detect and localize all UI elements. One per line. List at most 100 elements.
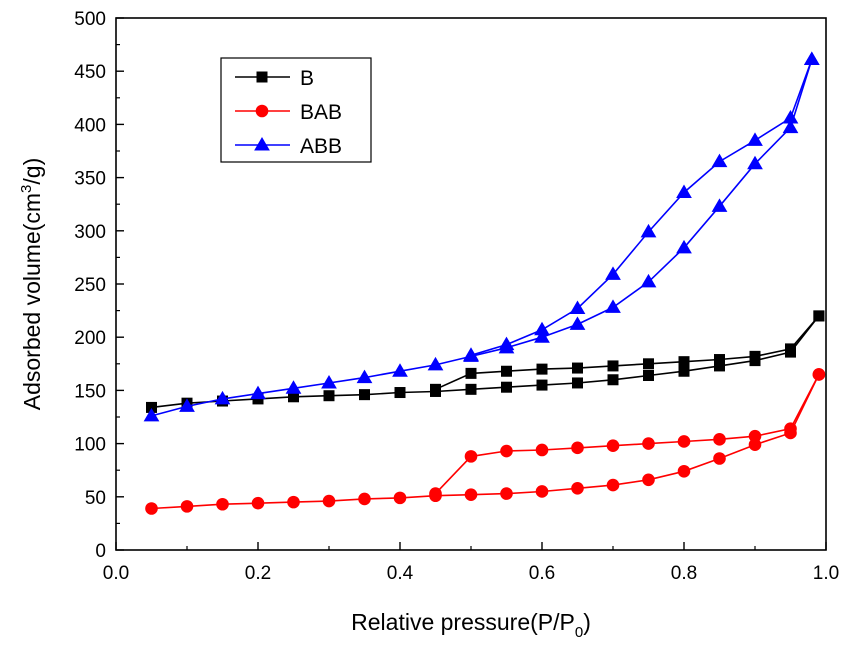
data-point-abb [534, 329, 550, 343]
data-point-abb [427, 356, 444, 371]
data-point-abb [463, 347, 479, 361]
y-tick-label: 500 [74, 9, 106, 30]
data-point-abb [356, 369, 373, 384]
data-point-b [430, 383, 441, 395]
data-point-abb [569, 300, 586, 314]
data-point-bab [713, 452, 726, 465]
series-line-abb-adsorption [151, 59, 813, 417]
y-tick-label: 50 [85, 488, 106, 509]
data-point-b [572, 377, 583, 389]
data-point-bab [784, 422, 797, 436]
legend-item-abb: ABB [235, 135, 342, 158]
data-point-b [714, 354, 725, 366]
data-point-bab [535, 443, 549, 457]
data-point-abb [711, 198, 728, 212]
data-point-bab [606, 478, 620, 492]
data-point-bab [358, 492, 371, 506]
data-point-b [501, 381, 512, 393]
y-axis-title: Adsorbed volume(cm3/g) [18, 158, 45, 411]
y-axis-title-main: Adsorbed volume(cm [19, 193, 45, 410]
data-point-abb [640, 223, 657, 238]
legend-marker [256, 71, 268, 83]
data-point-bab [606, 439, 620, 453]
y-tick-label: 0 [95, 541, 106, 562]
data-point-b [678, 365, 690, 377]
data-point-b [678, 356, 690, 368]
data-point-bab [216, 497, 229, 511]
data-point-abb [747, 132, 763, 146]
data-point-b [536, 379, 548, 391]
series-bab [145, 368, 826, 515]
data-point-abb [321, 374, 337, 389]
legend-item-bab: BAB [235, 101, 342, 124]
data-point-abb [711, 153, 728, 168]
series-line-bab-desorption [434, 374, 820, 495]
data-point-abb [676, 239, 692, 254]
data-point-bab [535, 485, 549, 498]
legend-marker [255, 104, 269, 118]
x-axis-title: Relative pressure(P/P0) [351, 609, 591, 641]
y-tick-label: 150 [74, 381, 106, 402]
data-point-abb [143, 407, 160, 422]
x-tick-label: 0.2 [245, 563, 271, 584]
data-point-abb [285, 380, 302, 394]
data-point-bab [429, 487, 442, 500]
data-point-bab [251, 496, 265, 510]
series-b [146, 310, 825, 413]
x-tick-label: 1.0 [813, 563, 839, 584]
y-axis-title-tail: /g) [19, 158, 45, 185]
x-tick-label: 0.8 [671, 563, 697, 584]
data-point-b [607, 360, 619, 372]
series-abb [143, 51, 820, 422]
y-tick-label: 100 [74, 435, 106, 456]
x-axis-title-sub: 0 [575, 624, 583, 641]
legend: B BAB ABB [220, 57, 372, 163]
data-point-b [643, 358, 654, 370]
data-point-bab [393, 491, 407, 505]
y-tick-label: 350 [74, 169, 106, 190]
data-point-abb [803, 51, 820, 65]
data-point-abb [782, 119, 799, 134]
series-line-b-desorption [435, 315, 820, 391]
data-point-bab [287, 495, 300, 509]
legend-item-b: B [235, 67, 314, 90]
data-point-bab [180, 500, 194, 513]
data-point-b [323, 390, 335, 402]
data-point-bab [642, 437, 655, 450]
data-point-bab [713, 433, 726, 446]
data-point-abb [534, 321, 550, 336]
y-tick-label: 300 [74, 222, 106, 243]
data-point-bab [464, 450, 478, 463]
data-point-abb [214, 390, 231, 405]
series-layer [143, 51, 826, 515]
data-point-b [359, 389, 370, 401]
data-point-abb [569, 316, 586, 330]
data-point-abb [605, 266, 621, 280]
tick-labels: 0.0 0.2 0.4 0.6 0.8 1.0 0 50 100 150 200 250 300 350 4… [74, 9, 839, 584]
data-point-b [501, 365, 512, 377]
axis-ticks [115, 17, 827, 551]
data-point-bab [677, 435, 691, 448]
series-line-abb-desorption [470, 59, 813, 357]
data-point-bab [464, 488, 478, 501]
data-point-bab [642, 473, 655, 487]
data-point-abb [747, 155, 763, 170]
legend-marker [254, 137, 270, 151]
data-point-bab [322, 494, 336, 508]
data-point-bab [677, 464, 691, 478]
data-point-b [813, 310, 825, 322]
legend-box [220, 57, 372, 163]
data-point-abb [498, 336, 515, 351]
data-point-b [465, 383, 477, 395]
legend-label: ABB [300, 135, 342, 158]
data-point-abb [250, 385, 266, 400]
data-point-b [785, 343, 796, 355]
data-point-b [643, 370, 654, 382]
y-tick-label: 250 [74, 275, 106, 296]
data-point-b [394, 387, 406, 399]
x-tick-label: 0.4 [387, 563, 414, 584]
data-point-bab [500, 444, 513, 458]
x-axis-title-tail: ) [583, 609, 591, 635]
data-point-b [572, 362, 583, 374]
